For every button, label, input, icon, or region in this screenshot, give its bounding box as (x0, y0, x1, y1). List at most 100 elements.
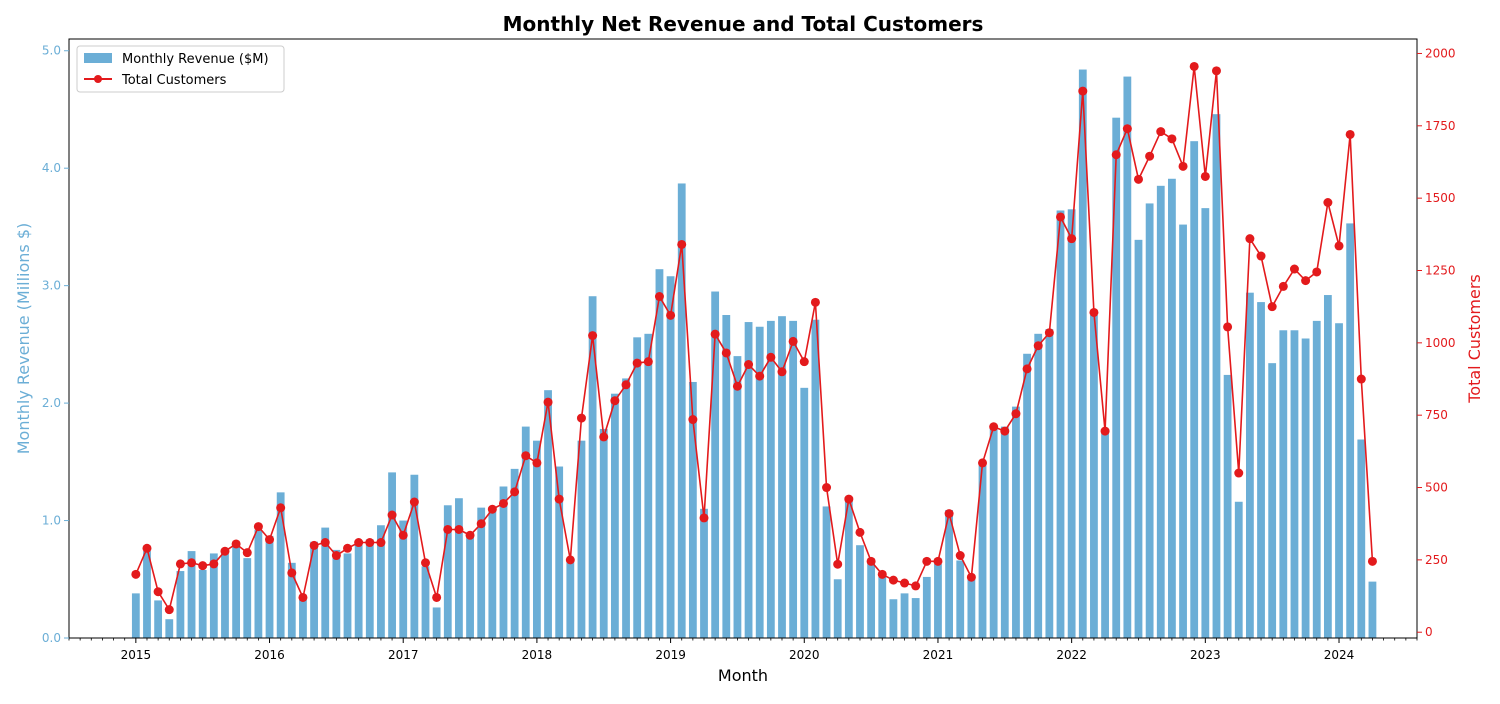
x-tick-label: 2019 (655, 648, 686, 662)
customers-point (989, 422, 999, 432)
x-tick-label: 2017 (388, 648, 419, 662)
customers-point (944, 509, 954, 519)
y-right-tick-label: 750 (1425, 408, 1448, 422)
customers-point (443, 524, 453, 534)
legend-label-customers: Total Customers (121, 73, 227, 88)
customers-point (1011, 409, 1021, 419)
revenue-bar (488, 507, 497, 638)
chart-title: Monthly Net Revenue and Total Customers (503, 12, 984, 36)
revenue-bar (1179, 224, 1187, 638)
y-left-tick-label: 1.0 (42, 514, 61, 528)
revenue-bar (755, 326, 764, 638)
customers-point (309, 540, 319, 550)
revenue-bar (1301, 338, 1310, 638)
customers-point (343, 543, 353, 553)
revenue-bar (989, 427, 998, 638)
revenue-bar (1279, 330, 1288, 638)
y-axis-right-label: Total Customers (1465, 274, 1484, 404)
customers-point (276, 503, 286, 513)
customers-polyline (135, 65, 1374, 611)
customers-point (231, 539, 241, 549)
customers-point (1178, 161, 1188, 171)
customers-point (933, 556, 943, 566)
revenue-bar (432, 607, 441, 638)
customers-point (1100, 426, 1110, 436)
customers-point (1189, 61, 1199, 71)
revenue-bar (967, 579, 976, 638)
customers-point (498, 498, 508, 508)
customers-point (1145, 151, 1155, 161)
revenue-bar (1012, 406, 1020, 638)
customers-point (554, 494, 564, 504)
customers-point (365, 538, 375, 548)
customers-line (131, 61, 1377, 615)
revenue-bar (733, 356, 742, 638)
revenue-bar (399, 520, 408, 638)
revenue-bar (265, 535, 274, 638)
customers-point (1133, 174, 1143, 184)
customers-point (409, 497, 419, 507)
revenue-bar (544, 390, 552, 638)
revenue-bar (143, 551, 151, 638)
legend-swatch-revenue (84, 53, 112, 63)
customers-point (621, 380, 631, 390)
revenue-bar (466, 536, 474, 638)
customers-point (900, 578, 910, 588)
revenue-bar (287, 562, 296, 638)
revenue-bar (1234, 501, 1243, 638)
y-right-tick-label: 2000 (1425, 46, 1456, 60)
revenue-bar (1056, 210, 1065, 639)
customers-point (387, 510, 397, 520)
y-right-tick-label: 500 (1425, 481, 1448, 495)
legend: Monthly Revenue ($M) Total Customers (76, 45, 285, 93)
customers-point (1078, 86, 1088, 96)
revenue-bar (388, 472, 396, 638)
x-tick-label: 2024 (1324, 648, 1355, 662)
customers-point (1156, 127, 1166, 137)
revenue-bar (800, 387, 809, 638)
y-axis-right: 0 250 500 750 1000 1250 1500 1750 2000 (1417, 46, 1456, 639)
customers-point (376, 538, 386, 548)
x-tick-label: 2023 (1190, 648, 1221, 662)
revenue-bar (722, 315, 731, 638)
revenue-bar (533, 440, 541, 638)
revenue-bar (1168, 178, 1176, 638)
customers-point (510, 487, 520, 497)
customers-point (1334, 241, 1344, 251)
customers-point (1256, 251, 1266, 261)
customers-point (187, 558, 197, 568)
customers-point (320, 538, 330, 548)
revenue-bar (666, 276, 675, 638)
x-tick-label: 2018 (522, 648, 553, 662)
customers-point (265, 535, 275, 545)
customers-point (432, 592, 442, 602)
x-axis-label: Month (718, 666, 768, 685)
customers-point (710, 329, 720, 339)
customers-point (1122, 124, 1132, 134)
revenue-bar (633, 337, 642, 638)
revenue-bar (1023, 353, 1031, 638)
revenue-bar (1212, 114, 1221, 639)
customers-point (978, 458, 988, 468)
x-tick-label: 2022 (1056, 648, 1087, 662)
revenue-bar (588, 296, 597, 638)
revenue-bar (1346, 223, 1355, 638)
plot-frame (68, 38, 1418, 639)
customers-point (1022, 364, 1032, 374)
revenue-bar (1123, 76, 1132, 638)
customers-point (287, 568, 297, 578)
revenue-bar (744, 322, 753, 638)
customers-point (632, 358, 642, 368)
revenue-bar (778, 316, 786, 638)
revenue-bar (154, 600, 163, 638)
revenue-bar (1090, 315, 1098, 638)
customers-point (565, 555, 575, 565)
y-right-tick-label: 1500 (1425, 191, 1456, 205)
revenue-bar (1335, 323, 1343, 638)
x-tick-label: 2016 (254, 648, 285, 662)
customers-point (755, 371, 765, 381)
revenue-bar (1268, 363, 1277, 638)
revenue-bar (354, 544, 363, 638)
y-left-tick-label: 3.0 (42, 279, 61, 293)
